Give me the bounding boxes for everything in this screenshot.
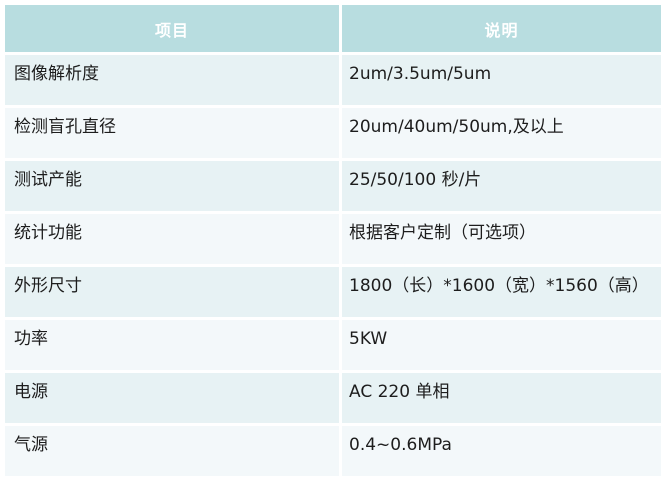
- row-dimensions-desc: 1800（长）*1600（宽）*1560（高）: [342, 267, 661, 317]
- row-image-resolution-item: 图像解析度: [5, 55, 339, 105]
- row-test-throughput-desc: 25/50/100 秒/片: [342, 161, 661, 211]
- row-power-desc: 5KW: [342, 320, 661, 370]
- row-blind-hole-diameter-item: 检测盲孔直径: [5, 108, 339, 158]
- row-power-supply-desc: AC 220 单相: [342, 373, 661, 423]
- row-statistics-function-item: 统计功能: [5, 214, 339, 264]
- header-cell-description: 说明: [342, 5, 661, 52]
- row-image-resolution-desc: 2um/3.5um/5um: [342, 55, 661, 105]
- row-air-supply-item: 气源: [5, 426, 339, 476]
- row-air-supply-desc: 0.4~0.6MPa: [342, 426, 661, 476]
- header-cell-item: 项目: [5, 5, 339, 52]
- row-dimensions-item: 外形尺寸: [5, 267, 339, 317]
- row-power-supply-item: 电源: [5, 373, 339, 423]
- row-test-throughput-item: 测试产能: [5, 161, 339, 211]
- specification-table: 项目 说明 图像解析度 2um/3.5um/5um 检测盲孔直径 20um/40…: [5, 5, 661, 476]
- row-blind-hole-diameter-desc: 20um/40um/50um,及以上: [342, 108, 661, 158]
- row-power-item: 功率: [5, 320, 339, 370]
- row-statistics-function-desc: 根据客户定制（可选项）: [342, 214, 661, 264]
